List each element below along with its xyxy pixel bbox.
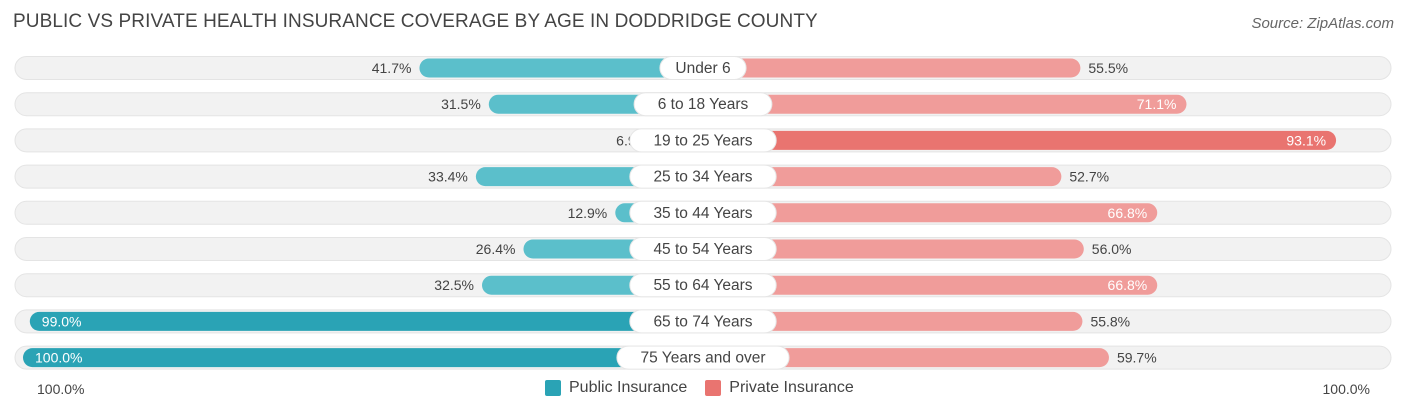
category-label: Under 6 bbox=[675, 60, 730, 77]
bar-private[interactable] bbox=[703, 239, 1084, 259]
legend-swatch-public bbox=[545, 380, 561, 396]
category-pill bbox=[633, 92, 773, 117]
category-label: 45 to 54 Years bbox=[653, 241, 752, 258]
legend: Public Insurance Private Insurance bbox=[545, 379, 864, 397]
data-label-private: 66.8% bbox=[1108, 277, 1148, 293]
category-label: 25 to 34 Years bbox=[653, 169, 752, 186]
bar-private[interactable] bbox=[703, 130, 1337, 150]
data-label-private: 66.8% bbox=[1108, 205, 1148, 221]
legend-label-private: Private Insurance bbox=[729, 379, 854, 396]
category-label: 65 to 74 Years bbox=[653, 313, 752, 330]
data-label-public: 31.5% bbox=[441, 96, 481, 112]
data-label-public: 26.4% bbox=[476, 241, 516, 257]
data-label-public: 100.0% bbox=[35, 350, 82, 366]
data-label-private: 55.5% bbox=[1088, 60, 1128, 76]
category-label: 6 to 18 Years bbox=[658, 96, 749, 113]
bar-private[interactable] bbox=[703, 58, 1081, 78]
category-label: 19 to 25 Years bbox=[653, 132, 752, 149]
category-pill bbox=[629, 164, 777, 189]
data-label-public: 32.5% bbox=[434, 277, 474, 293]
data-label-public: 33.4% bbox=[428, 169, 468, 185]
data-label-public: 99.0% bbox=[42, 313, 82, 329]
axis-right-label: 100.0% bbox=[1322, 381, 1370, 397]
bar-private[interactable] bbox=[703, 203, 1158, 223]
bar-private[interactable] bbox=[703, 167, 1062, 187]
data-label-private: 59.7% bbox=[1117, 350, 1157, 366]
category-pill bbox=[629, 128, 777, 153]
bar-public[interactable] bbox=[23, 348, 703, 368]
category-pill bbox=[629, 309, 777, 334]
chart-title: PUBLIC VS PRIVATE HEALTH INSURANCE COVER… bbox=[13, 11, 818, 32]
bar-public[interactable] bbox=[29, 311, 704, 331]
data-label-public: 12.9% bbox=[568, 205, 608, 221]
legend-item-public[interactable]: Public Insurance bbox=[545, 379, 687, 397]
bar-private[interactable] bbox=[703, 348, 1109, 368]
category-pill bbox=[629, 237, 777, 261]
category-label: 55 to 64 Years bbox=[653, 277, 752, 294]
category-label: 35 to 44 Years bbox=[653, 205, 752, 222]
legend-swatch-private bbox=[705, 380, 722, 396]
data-label-private: 56.0% bbox=[1092, 241, 1132, 257]
bar-private[interactable] bbox=[703, 311, 1083, 331]
category-pill bbox=[616, 345, 790, 370]
data-label-public: 41.7% bbox=[372, 60, 412, 76]
bar-public[interactable] bbox=[419, 58, 703, 78]
legend-label-public: Public Insurance bbox=[569, 379, 688, 396]
category-label: 75 Years and over bbox=[641, 350, 766, 367]
category-pill bbox=[629, 273, 777, 298]
category-pill bbox=[659, 56, 747, 80]
data-label-private: 71.1% bbox=[1137, 96, 1177, 112]
data-label-private: 55.8% bbox=[1090, 313, 1130, 329]
data-label-private: 52.7% bbox=[1069, 169, 1109, 185]
legend-item-private[interactable]: Private Insurance bbox=[705, 379, 854, 397]
data-label-private: 93.1% bbox=[1286, 132, 1326, 148]
category-pill bbox=[629, 200, 777, 225]
bar-private[interactable] bbox=[703, 94, 1187, 114]
chart-canvas: 41.7% 55.5% Under 6 31.5% 71.1% 6 to 18 Years… bbox=[14, 56, 1392, 370]
source-label: Source: ZipAtlas.com bbox=[1251, 15, 1394, 32]
bar-private[interactable] bbox=[703, 275, 1158, 295]
axis-left-label: 100.0% bbox=[37, 381, 85, 397]
